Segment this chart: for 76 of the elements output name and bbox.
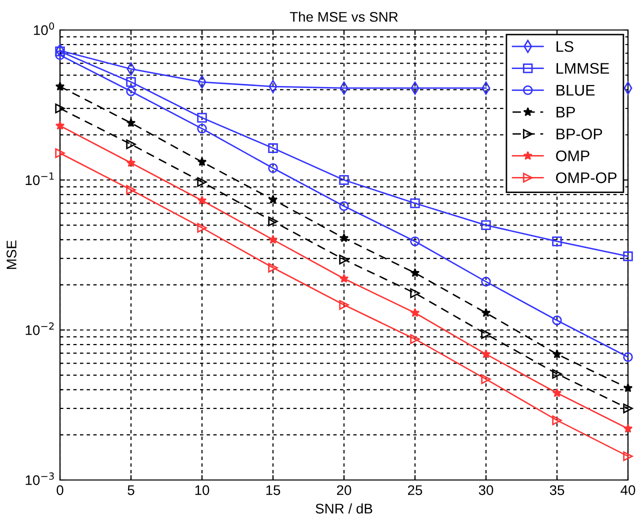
point — [55, 82, 65, 91]
point — [339, 254, 349, 264]
x-tick-label: 10 — [195, 485, 210, 496]
y-axis-title: MSE — [6, 240, 16, 269]
point — [481, 276, 491, 287]
x-tick-label: 0 — [56, 485, 64, 496]
point — [126, 158, 136, 167]
legend-label: BP-OP — [556, 128, 602, 140]
point — [552, 369, 562, 379]
x-axis-title: SNR / dB — [316, 503, 372, 514]
x-tick-label: 25 — [408, 485, 422, 496]
point — [552, 388, 562, 398]
point — [197, 196, 207, 205]
x-tick-label: 5 — [128, 485, 134, 496]
point — [623, 352, 633, 362]
point — [410, 308, 420, 317]
point — [339, 274, 349, 283]
point — [623, 404, 633, 414]
point — [197, 112, 207, 123]
point — [410, 236, 420, 246]
point — [623, 383, 633, 392]
y-tick-label: 10$^{−3}$ — [26, 472, 54, 486]
point — [481, 329, 491, 339]
legend-label: LS — [556, 41, 574, 52]
x-tick-label: 15 — [266, 485, 280, 496]
point — [126, 118, 136, 128]
point — [339, 233, 349, 242]
point — [623, 251, 633, 262]
point — [481, 349, 491, 358]
point — [410, 334, 420, 344]
point — [410, 268, 420, 278]
point — [55, 104, 65, 114]
point — [268, 234, 278, 244]
point — [197, 177, 207, 187]
point — [268, 143, 278, 154]
point — [126, 86, 136, 96]
y-tick-label: 10$^{0}$ — [34, 22, 54, 36]
point — [410, 288, 420, 298]
point — [126, 184, 136, 195]
point — [410, 198, 420, 208]
point — [268, 163, 278, 173]
y-tick-label: 10$^{−2}$ — [26, 322, 54, 336]
point — [552, 415, 562, 426]
point — [339, 175, 349, 185]
point — [481, 374, 491, 384]
point — [55, 148, 65, 158]
point — [481, 308, 491, 317]
chart-title: The MSE vs SNR — [290, 12, 398, 22]
x-tick-label: 35 — [550, 485, 564, 496]
point — [481, 220, 491, 230]
x-tick-label: 40 — [620, 485, 636, 496]
legend-label: BLUE — [556, 85, 595, 96]
point — [126, 139, 136, 150]
point — [623, 424, 633, 433]
point — [197, 157, 207, 166]
point — [552, 349, 562, 358]
point — [552, 315, 562, 326]
legend-label: BP — [556, 106, 575, 118]
point — [268, 262, 278, 273]
point — [552, 236, 562, 246]
point — [339, 300, 349, 310]
point — [126, 77, 136, 87]
legend-label: LMMSE — [556, 62, 610, 74]
point — [197, 124, 207, 134]
legend-label: OMP-OP — [556, 172, 616, 184]
point — [268, 216, 278, 226]
legend-label: OMP — [556, 150, 590, 162]
point — [339, 201, 349, 211]
point — [55, 46, 65, 56]
point — [197, 222, 207, 233]
y-tick-label: 10$^{−1}$ — [26, 172, 54, 186]
x-tick-label: 20 — [336, 485, 352, 496]
point — [268, 194, 278, 204]
point — [55, 120, 65, 130]
point — [623, 451, 633, 462]
x-tick-label: 30 — [478, 485, 494, 496]
